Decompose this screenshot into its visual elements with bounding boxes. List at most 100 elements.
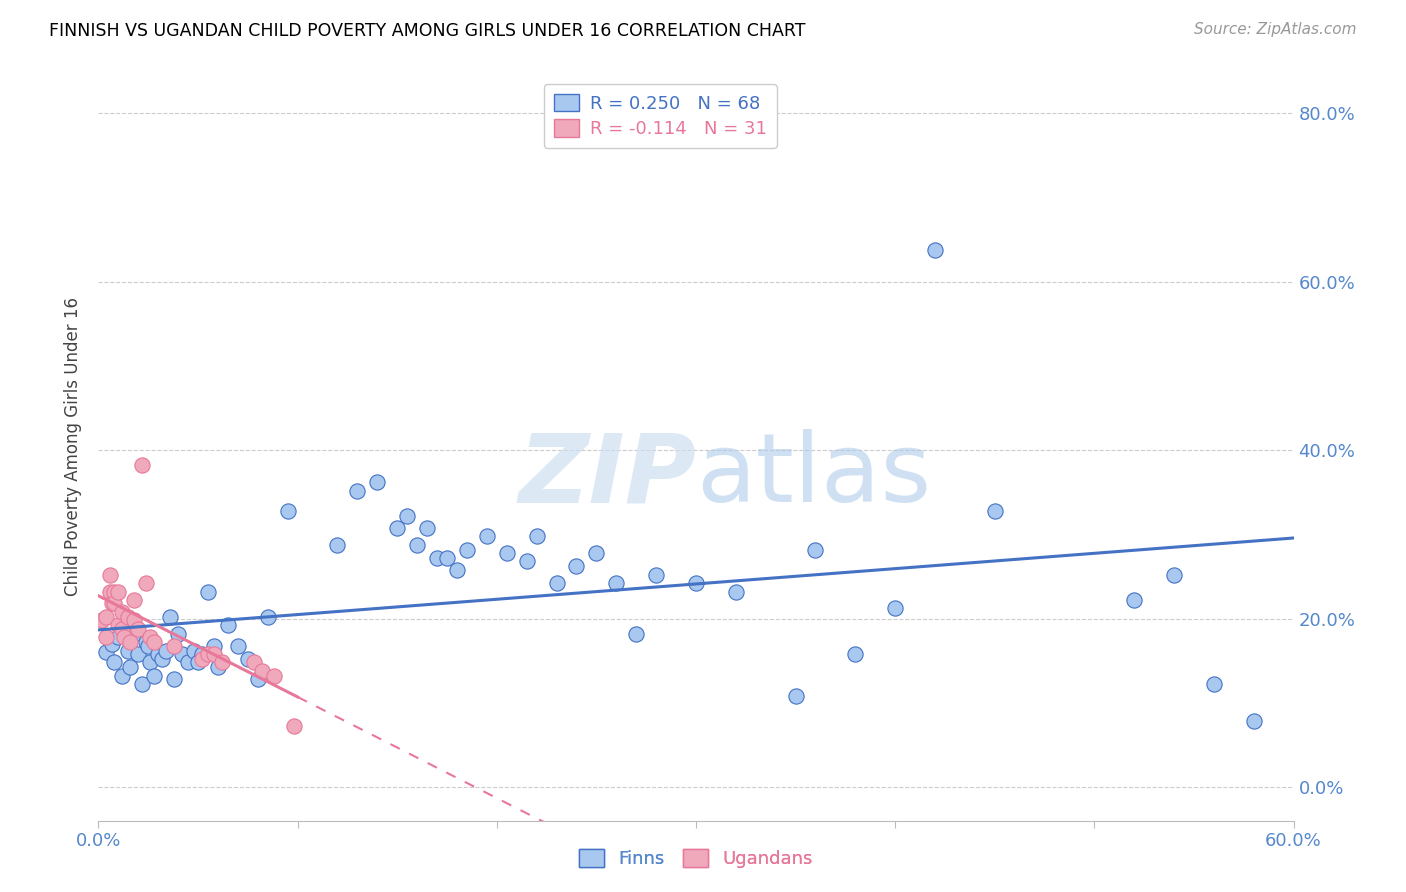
Point (211, 656, 233, 670)
Point (605, 576, 627, 591)
Point (96, 645, 118, 659)
Point (183, 643, 205, 657)
Point (446, 563, 468, 577)
Point (136, 639, 159, 653)
Point (111, 622, 134, 636)
Point (1202, 677, 1225, 691)
Point (103, 584, 125, 599)
Point (124, 626, 146, 640)
Point (1123, 593, 1146, 607)
Point (139, 656, 162, 670)
Point (107, 630, 129, 644)
Y-axis label: Child Poverty Among Girls Under 16: Child Poverty Among Girls Under 16 (65, 296, 83, 596)
Point (131, 677, 153, 691)
Point (124, 613, 146, 627)
Point (167, 626, 190, 640)
Point (626, 626, 648, 640)
Point (107, 618, 129, 632)
Point (98, 567, 122, 582)
Point (924, 243, 946, 257)
Point (844, 647, 866, 661)
Text: atlas: atlas (696, 429, 931, 523)
Point (1163, 567, 1185, 582)
Point (155, 643, 177, 657)
Point (135, 576, 157, 591)
Point (984, 504, 1007, 518)
Point (366, 475, 388, 490)
Point (202, 647, 225, 661)
Point (159, 610, 181, 624)
Point (112, 630, 135, 644)
Point (426, 551, 449, 566)
Point (107, 584, 129, 599)
Point (148, 647, 170, 661)
Point (263, 669, 285, 683)
Point (111, 669, 134, 683)
Point (385, 521, 409, 535)
Point (91, 613, 114, 627)
Point (526, 529, 548, 543)
Point (143, 669, 166, 683)
Point (197, 647, 219, 661)
Point (326, 537, 349, 551)
Point (101, 596, 124, 610)
Point (785, 689, 807, 703)
Text: ZIP: ZIP (517, 429, 696, 523)
Point (685, 576, 707, 591)
Legend: Finns, Ugandans: Finns, Ugandans (572, 842, 820, 875)
Point (150, 652, 173, 666)
Point (585, 546, 607, 560)
Point (187, 656, 209, 670)
Point (217, 618, 239, 632)
Point (131, 458, 153, 473)
Point (243, 656, 266, 670)
Point (191, 647, 214, 661)
Point (117, 643, 139, 657)
Point (283, 719, 305, 733)
Point (475, 529, 498, 543)
Point (98, 584, 122, 599)
Point (120, 660, 142, 674)
Point (277, 504, 299, 518)
Point (96, 630, 118, 644)
Point (163, 672, 186, 686)
Point (396, 508, 419, 523)
Point (516, 554, 538, 568)
Point (884, 601, 907, 615)
Text: FINNISH VS UGANDAN CHILD POVERTY AMONG GIRLS UNDER 16 CORRELATION CHART: FINNISH VS UGANDAN CHILD POVERTY AMONG G… (49, 22, 806, 40)
Point (226, 639, 249, 653)
Point (346, 483, 368, 498)
Point (103, 656, 125, 670)
Point (250, 664, 273, 678)
Point (117, 610, 139, 624)
Point (565, 559, 588, 574)
Point (645, 567, 668, 582)
Point (256, 610, 278, 624)
Point (406, 537, 429, 551)
Point (115, 622, 138, 636)
Point (177, 656, 200, 670)
Point (416, 521, 439, 535)
Point (127, 647, 149, 661)
Point (236, 652, 259, 666)
Point (197, 584, 219, 599)
Point (111, 605, 134, 619)
Point (191, 652, 214, 666)
Point (96, 610, 118, 624)
Point (546, 576, 568, 591)
Point (804, 542, 827, 557)
Point (163, 639, 186, 653)
Point (456, 542, 478, 557)
Point (143, 635, 166, 649)
Point (101, 637, 124, 651)
Point (495, 546, 517, 560)
Point (246, 672, 269, 686)
Point (724, 584, 747, 599)
Point (103, 596, 125, 610)
Point (124, 593, 146, 607)
Point (1243, 714, 1265, 729)
Point (120, 635, 142, 649)
Point (436, 551, 458, 566)
Text: Source: ZipAtlas.com: Source: ZipAtlas.com (1194, 22, 1357, 37)
Point (127, 622, 149, 636)
